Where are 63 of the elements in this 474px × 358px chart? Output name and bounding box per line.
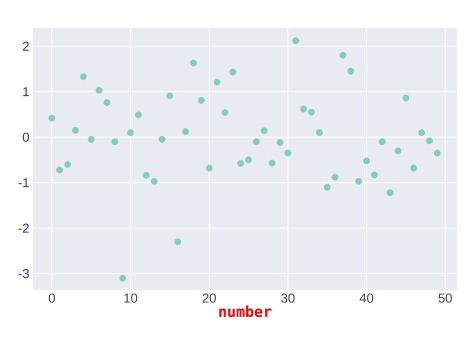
- point: [206, 164, 213, 172]
- point: [332, 174, 338, 181]
- point: [182, 128, 189, 136]
- point: [127, 129, 134, 136]
- y-tick-label: 0: [22, 132, 29, 142]
- y-tick-label: -2: [18, 224, 29, 233]
- point: [253, 138, 260, 146]
- x-tick-label: 40: [360, 294, 374, 303]
- point: [426, 137, 433, 144]
- point: [222, 109, 228, 116]
- point: [214, 78, 220, 86]
- point: [64, 161, 71, 168]
- point: [104, 99, 110, 106]
- point: [48, 114, 56, 122]
- point: [88, 136, 95, 143]
- point: [229, 68, 236, 76]
- point: [434, 150, 441, 156]
- x-tick-label: 30: [281, 294, 295, 303]
- x-tick-label: 50: [438, 294, 452, 303]
- point: [284, 150, 292, 156]
- point: [174, 238, 182, 246]
- point: [119, 274, 126, 282]
- point: [386, 189, 394, 196]
- point: [402, 94, 410, 102]
- point: [150, 178, 158, 185]
- point: [245, 156, 252, 164]
- y-tick-label: 2: [22, 42, 29, 51]
- point: [394, 147, 402, 154]
- point: [166, 92, 174, 100]
- point: [135, 111, 142, 118]
- point: [80, 73, 87, 80]
- point: [300, 106, 307, 112]
- point: [198, 96, 205, 104]
- point: [96, 86, 102, 94]
- point: [316, 129, 323, 136]
- point: [418, 129, 425, 136]
- point: [158, 136, 166, 143]
- y-tick-label: 1: [23, 87, 29, 96]
- point: [111, 138, 118, 146]
- point: [371, 172, 378, 178]
- point: [324, 184, 331, 191]
- point: [308, 108, 315, 116]
- point: [237, 160, 244, 167]
- point: [276, 139, 284, 146]
- point: [410, 164, 418, 172]
- point: [190, 60, 197, 66]
- point: [355, 178, 362, 185]
- x-tick-label: 10: [124, 294, 138, 303]
- point: [347, 68, 354, 75]
- y-tick-label: -3: [18, 269, 29, 278]
- point: [363, 157, 370, 164]
- y-tick-label: -1: [18, 178, 29, 188]
- point: [340, 52, 346, 59]
- point: [56, 166, 64, 174]
- x-tick-label: 20: [202, 294, 216, 303]
- point: [142, 172, 150, 179]
- point: [72, 126, 79, 134]
- x-tick-label: 0: [48, 294, 55, 303]
- x-axis-title: number: [219, 306, 272, 318]
- point: [292, 37, 300, 44]
- point: [378, 138, 386, 146]
- point: [260, 127, 268, 134]
- point: [268, 160, 276, 166]
